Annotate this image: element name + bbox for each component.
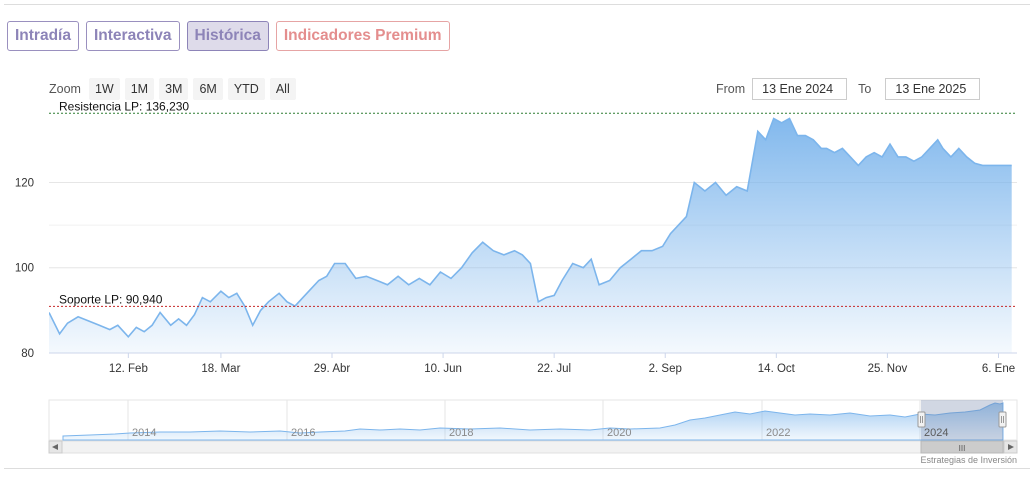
zoom-3m-button[interactable]: 3M (159, 78, 189, 100)
navigator-year-label: 2014 (132, 427, 156, 439)
navigator-year-label: 2018 (449, 427, 473, 439)
navigator-year-label: 2016 (291, 427, 315, 439)
x-tick-label: 2. Sep (649, 363, 682, 375)
navigator-year-label: 2022 (766, 427, 790, 439)
support-label: Soporte LP: 90,940 (59, 292, 163, 306)
y-axis: 80 100 120 (15, 177, 34, 360)
resistance-label: Resistencia LP: 136,230 (59, 99, 189, 113)
tab-historica[interactable]: Histórica (186, 21, 269, 51)
from-label: From (716, 82, 746, 96)
scroll-grip-icon: III (959, 444, 966, 453)
zoom-all-button[interactable]: All (269, 78, 296, 100)
series-line (49, 117, 1012, 339)
y-tick-label: 120 (15, 177, 34, 189)
scrollbar-thumb[interactable] (920, 440, 1004, 454)
x-tick-label: 10. Jun (424, 363, 462, 375)
zoom-selector: Zoom 1W 1M 3M 6M YTD All (49, 78, 296, 100)
x-tick-label: 18. Mar (201, 363, 240, 375)
x-tick-label: 14. Oct (758, 363, 796, 375)
tab-intradia[interactable]: Intradía (7, 21, 79, 51)
navigator-year-label: 2024 (924, 427, 948, 439)
series-area-group (49, 117, 1012, 353)
y-tick-label: 100 (15, 263, 34, 275)
date-range: From To (716, 78, 981, 100)
navigator-right-handle[interactable] (998, 411, 1007, 428)
view-tabs: Intradía Interactiva Histórica Indicador… (7, 21, 450, 51)
x-tick-label: 12. Feb (109, 363, 148, 375)
zoom-ytd-button[interactable]: YTD (227, 78, 265, 100)
navigator-year-label: 2020 (607, 427, 631, 439)
from-date-input[interactable] (752, 78, 848, 100)
arrow-right-icon (1008, 444, 1014, 450)
zoom-1w-button[interactable]: 1W (88, 78, 120, 100)
to-label: To (858, 82, 872, 96)
y-tick-label: 80 (21, 348, 34, 360)
series-area (49, 118, 1012, 353)
bottom-divider (4, 468, 1030, 469)
zoom-1m-button[interactable]: 1M (124, 78, 155, 100)
x-axis: 12. Feb 18. Mar 29. Abr 10. Jun 22. Jul … (109, 363, 1015, 375)
tab-indicadores-premium[interactable]: Indicadores Premium (275, 21, 450, 51)
zoom-6m-button[interactable]: 6M (193, 78, 223, 100)
navigator-left-handle[interactable] (917, 411, 926, 428)
navigator-series-area (62, 402, 1004, 441)
navigator-selected-range[interactable] (921, 400, 1003, 440)
scrollbar-track[interactable] (48, 440, 1018, 454)
zoom-label: Zoom (49, 82, 81, 96)
tab-interactiva[interactable]: Interactiva (85, 21, 180, 51)
credits: Estrategias de Inversión (920, 455, 1017, 465)
x-tick-label: 6. Ene (982, 363, 1015, 375)
navigator[interactable]: 2014 2016 2018 2020 2022 2024 (48, 399, 1018, 441)
to-date-input[interactable] (885, 78, 981, 100)
x-tick-label: 22. Jul (537, 363, 571, 375)
x-tick-label: 29. Abr (314, 363, 351, 375)
scrollbar[interactable]: III (48, 440, 1018, 454)
top-divider (4, 4, 1030, 5)
x-tick-label: 25. Nov (868, 363, 908, 375)
plot-lines: Resistencia LP: 136,230 Soporte LP: 90,9… (49, 99, 1017, 307)
arrow-left-icon (52, 444, 58, 450)
